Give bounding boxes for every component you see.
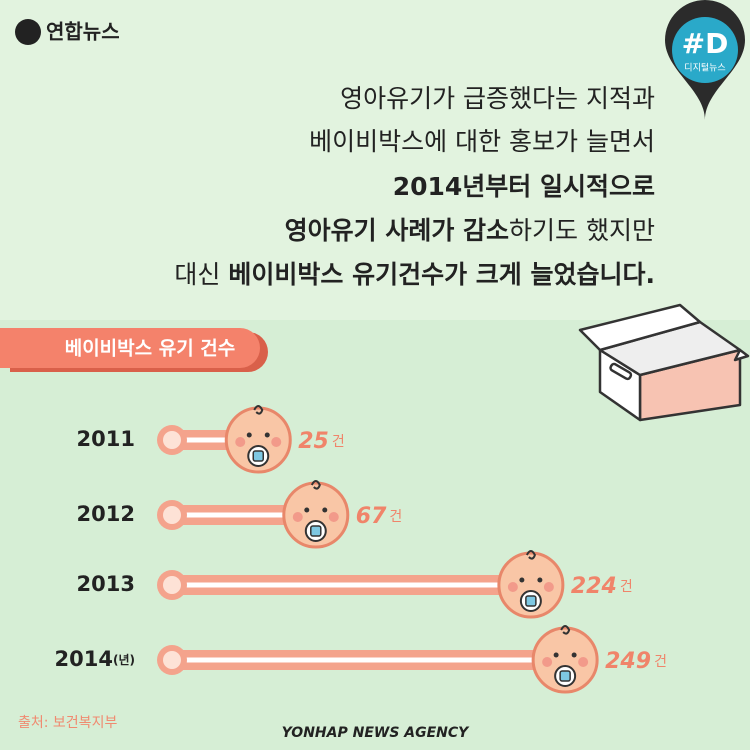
category-label: 2011 [77,427,135,451]
hair [310,480,321,490]
bar-start-inner [163,576,181,594]
chart-title: 베이비박스 유기 건수 [65,338,236,360]
source: 출처: 보건복지부 [18,715,117,731]
value-unit: 건 [654,654,667,670]
cheek [507,582,518,592]
value: 224 [571,574,617,599]
eye [246,432,252,438]
cheek [578,657,589,667]
box-illustration [578,303,750,422]
headline-segment: 베이비박스에 대한 홍보가 늘면서 [309,127,655,156]
value-label: 67 건 [356,504,403,529]
category: 2013 [77,572,135,596]
pacifier-center [559,670,571,682]
eye [571,652,577,658]
face [224,406,292,474]
value: 67 [356,504,387,529]
value: 25 [298,429,329,454]
bar-start-inner [163,431,181,449]
face [497,551,565,619]
headline-segment: 대신 [174,260,228,289]
category-unit: (년) [113,653,135,667]
value-unit: 건 [332,434,345,450]
pacifier-center [252,450,264,462]
cheek [235,437,246,447]
category: 2014 [55,647,113,671]
bar-start-inner [163,651,181,669]
badge-mark: #D [682,27,729,60]
category-label: 2013 [77,572,135,596]
baby-face [224,405,292,474]
baby-face [531,625,599,694]
category: 2012 [77,502,135,526]
headline-line: 영아유기 사례가 감소하기도 했지만 [285,216,655,245]
eye [553,652,559,658]
footer: YONHAP NEWS AGENCY [282,725,471,741]
baby-face [282,480,350,549]
value-label: 25 건 [298,429,345,454]
headline-line: 베이비박스에 대한 홍보가 늘면서 [309,127,655,156]
badge-circle [672,17,738,83]
value-unit: 건 [389,509,402,525]
value-label: 249 건 [605,649,667,674]
logo: 연합뉴스 [46,20,120,44]
category-label: 2012 [77,502,135,526]
value-label: 224 건 [571,574,633,599]
cheek [542,657,553,667]
headline-segment: 영아유기가 급증했다는 지적과 [340,84,655,113]
eye [264,432,270,438]
eye [304,507,310,513]
hair [253,405,264,415]
category: 2011 [77,427,135,451]
headline-line: 2014년부터 일시적으로 [393,172,655,201]
hair [525,550,536,560]
cheek [543,582,554,592]
pacifier-center [525,595,537,607]
hair [560,625,571,635]
cheek [292,512,303,522]
pacifier-center [310,525,322,537]
title-pill [0,328,260,368]
headline-line: 영아유기가 급증했다는 지적과 [340,84,655,113]
eye [537,577,543,583]
baby-face [497,550,565,619]
value: 249 [605,649,651,674]
headline-line: 대신 베이비박스 유기건수가 크게 늘었습니다. [174,260,655,289]
category-label: 2014(년) [55,647,135,671]
headline-segment: 영아유기 사례가 감소 [285,216,509,245]
face [531,626,599,694]
headline-segment: 2014년부터 일시적으로 [393,172,655,201]
bar-start-inner [163,506,181,524]
cheek [271,437,282,447]
badge-label: 디지털뉴스 [684,62,725,74]
logo-icon [15,19,41,45]
eye [322,507,328,513]
cheek [328,512,339,522]
eye [519,577,525,583]
headline-segment: 하기도 했지만 [509,216,655,245]
headline-segment: 베이비박스 유기건수가 크게 늘었습니다. [228,260,655,289]
top-background [0,0,750,320]
face [282,481,350,549]
value-unit: 건 [620,579,633,595]
